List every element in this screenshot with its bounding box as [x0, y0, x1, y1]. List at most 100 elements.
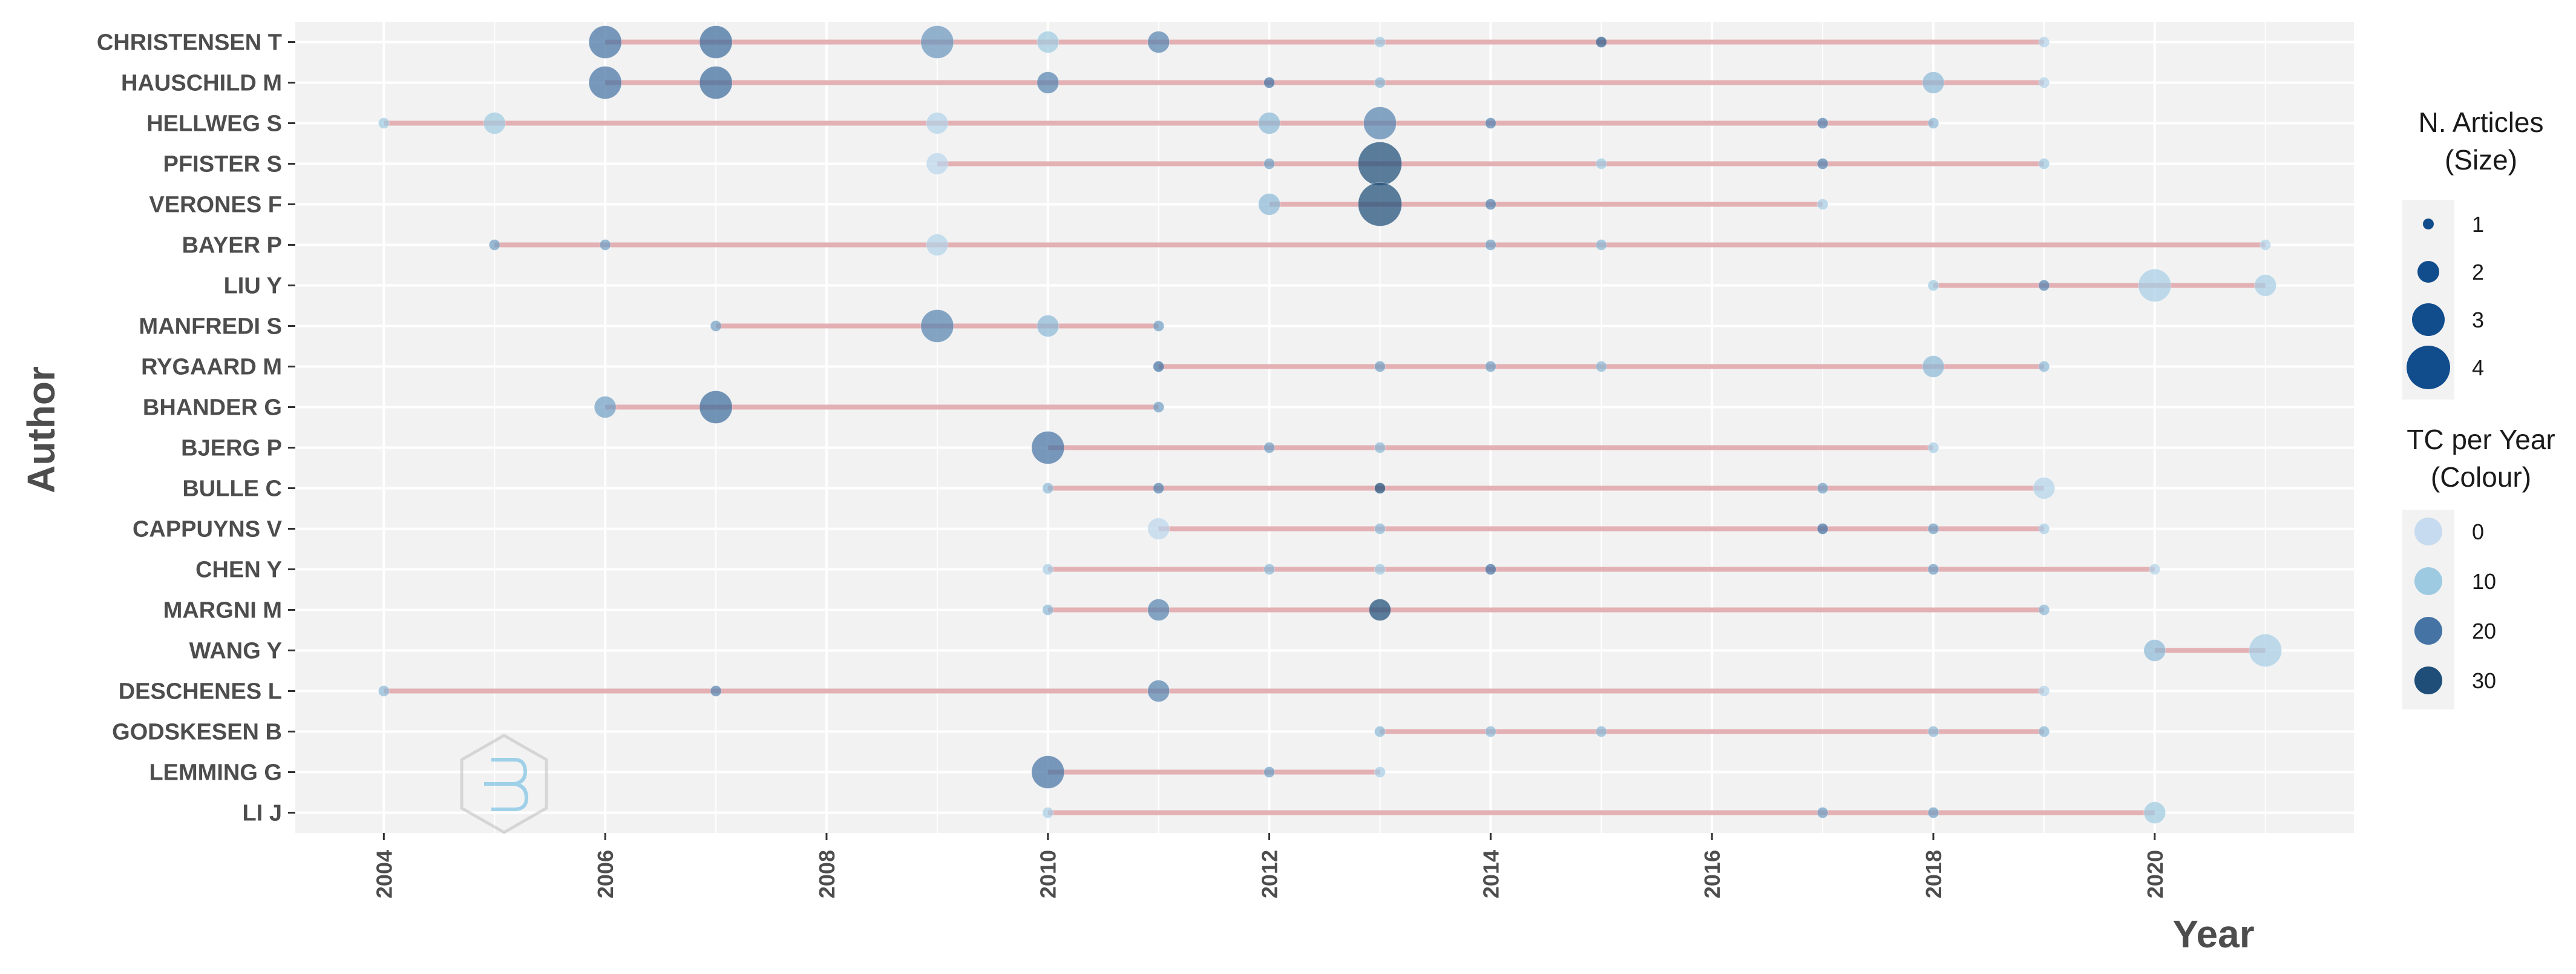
point-christensen-t-2011	[1147, 31, 1170, 53]
color-legend-label: 0	[2472, 519, 2484, 544]
point-manfredi-s-2009	[920, 309, 954, 343]
point-rygaard-m-2013	[1374, 361, 1386, 372]
point-rygaard-m-2015	[1595, 361, 1607, 372]
x-tick-label: 2008	[814, 850, 839, 898]
point-christensen-t-2015	[1595, 36, 1607, 48]
point-lemming-g-2012	[1263, 766, 1276, 778]
author-label: MANFREDI S	[139, 314, 282, 340]
point-pfister-s-2013	[1357, 142, 1402, 186]
point-pfister-s-2019	[2038, 158, 2050, 169]
data-points	[378, 25, 2283, 824]
point-bhander-g-2006	[594, 396, 617, 418]
author-label: WANG Y	[189, 639, 282, 664]
point-christensen-t-2013	[1374, 36, 1386, 48]
point-margni-m-2019	[2038, 604, 2050, 616]
point-margni-m-2013	[1368, 599, 1391, 621]
point-hauschild-m-2007	[699, 66, 733, 99]
point-wang-y-2021	[2249, 634, 2283, 667]
point-christensen-t-2010	[1037, 31, 1060, 53]
author-label: MARGNI M	[163, 598, 282, 624]
logo-watermark	[460, 734, 548, 834]
point-li-j-2020	[2143, 801, 2166, 824]
point-hellweg-s-2018	[1927, 117, 1939, 129]
author-label: LI J	[243, 801, 282, 826]
point-bhander-g-2007	[699, 390, 733, 424]
point-cappuyns-v-2019	[2038, 523, 2050, 535]
point-rygaard-m-2018	[1922, 355, 1945, 378]
point-christensen-t-2009	[920, 25, 954, 59]
point-bjerg-p-2010	[1031, 431, 1065, 464]
point-li-j-2018	[1927, 807, 1939, 818]
author-label: BULLE C	[182, 476, 282, 502]
point-bayer-p-2021	[2260, 239, 2272, 251]
point-bulle-c-2019	[2033, 477, 2056, 499]
size-legend-key	[2423, 219, 2434, 229]
point-verones-f-2014	[1484, 199, 1496, 210]
point-chen-y-2018	[1927, 564, 1939, 575]
point-chen-y-2020	[2149, 564, 2161, 575]
point-bayer-p-2015	[1595, 239, 1607, 251]
point-hauschild-m-2013	[1374, 77, 1386, 88]
point-liu-y-2018	[1927, 280, 1939, 291]
author-label: HAUSCHILD M	[121, 71, 282, 96]
color-legend-key	[2414, 518, 2442, 545]
size-legend-key	[2417, 261, 2439, 283]
point-li-j-2010	[1042, 807, 1054, 818]
point-wang-y-2020	[2143, 639, 2166, 662]
point-pfister-s-2017	[1817, 158, 1829, 169]
point-verones-f-2017	[1817, 199, 1829, 210]
size-legend-label: 4	[2472, 355, 2484, 380]
point-rygaard-m-2019	[2038, 361, 2050, 372]
point-hellweg-s-2005	[483, 112, 506, 134]
point-christensen-t-2006	[588, 25, 622, 59]
point-cappuyns-v-2017	[1817, 523, 1829, 535]
size-legend-label: 1	[2472, 212, 2484, 237]
color-legend: TC per Year (Colour) 0 10 20 30	[2402, 424, 2555, 709]
point-lemming-g-2010	[1031, 755, 1065, 789]
x-tick-label: 2016	[1700, 850, 1725, 898]
point-chen-y-2014	[1484, 564, 1496, 575]
size-legend-title: N. Articles	[2418, 107, 2543, 138]
point-bulle-c-2010	[1042, 482, 1054, 494]
point-hellweg-s-2004	[378, 117, 390, 129]
x-tick-label: 2012	[1257, 850, 1282, 898]
x-tick-label: 2006	[593, 850, 618, 898]
color-legend-label: 20	[2472, 619, 2496, 643]
point-deschenes-l-2019	[2038, 685, 2050, 697]
author-label: CHRISTENSEN T	[97, 30, 282, 56]
author-label: HELLWEG S	[146, 111, 282, 137]
author-label: RYGAARD M	[141, 355, 282, 380]
author-label: BAYER P	[182, 233, 282, 258]
author-label: CHEN Y	[195, 558, 282, 583]
point-bayer-p-2005	[488, 239, 500, 251]
point-hauschild-m-2019	[2038, 77, 2050, 88]
point-lemming-g-2013	[1374, 766, 1386, 778]
point-bjerg-p-2012	[1263, 442, 1276, 453]
point-bulle-c-2013	[1374, 482, 1386, 494]
point-hellweg-s-2009	[926, 112, 949, 134]
color-legend-label: 30	[2472, 668, 2496, 693]
point-hauschild-m-2006	[588, 66, 622, 99]
point-chen-y-2013	[1374, 564, 1386, 575]
point-margni-m-2010	[1042, 604, 1054, 616]
point-liu-y-2021	[2254, 274, 2277, 297]
author-label: GODSKESEN B	[112, 720, 282, 745]
point-manfredi-s-2011	[1153, 320, 1165, 332]
point-rygaard-m-2014	[1484, 361, 1496, 372]
point-godskesen-b-2015	[1595, 726, 1607, 737]
point-hellweg-s-2012	[1258, 112, 1281, 134]
x-tick-label: 2010	[1036, 850, 1061, 898]
author-label: PFISTER S	[163, 152, 282, 177]
point-margni-m-2011	[1147, 599, 1170, 621]
color-legend-subtitle: (Colour)	[2431, 461, 2531, 493]
author-label: LEMMING G	[149, 760, 282, 786]
color-legend-key	[2414, 666, 2442, 694]
point-hellweg-s-2014	[1484, 117, 1496, 129]
point-bjerg-p-2018	[1927, 442, 1939, 453]
author-label: DESCHENES L	[119, 679, 282, 705]
size-legend-label: 3	[2472, 308, 2484, 332]
author-label: VERONES F	[149, 192, 282, 218]
size-legend-key	[2412, 303, 2445, 336]
plot-panel	[295, 22, 2354, 833]
